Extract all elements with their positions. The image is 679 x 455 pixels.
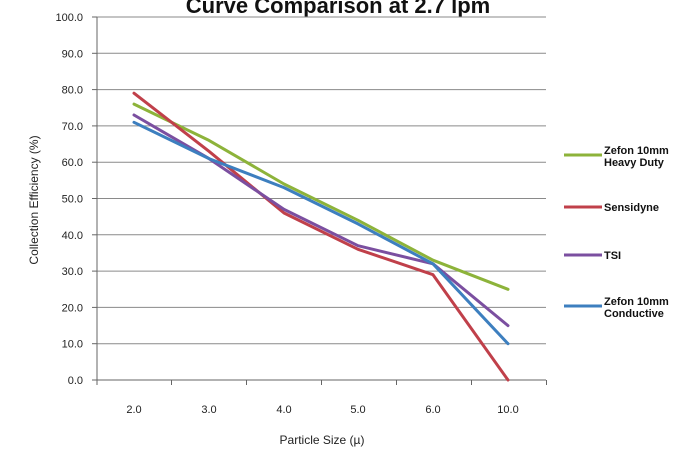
y-axis-label: Collection Efficiency (%) xyxy=(27,135,41,264)
x-tick-label: 5.0 xyxy=(350,404,365,416)
axes: 0.0 10.0 20.0 30.0 40.0 50.0 60.0 70.0 80.0 90.0 1… xyxy=(55,12,547,416)
y-tick-label: 90.0 xyxy=(62,48,83,60)
y-tick-label: 20.0 xyxy=(62,302,83,314)
y-tick-label: 80.0 xyxy=(62,85,83,97)
series-lines xyxy=(132,91,510,382)
x-axis-label: Particle Size (µ) xyxy=(280,433,365,447)
series-line-2 xyxy=(132,91,510,382)
y-tick-label: 100.0 xyxy=(55,12,83,24)
x-tick-label: 3.0 xyxy=(201,404,216,416)
legend-label: Zefon 10mm xyxy=(604,296,669,308)
x-tick-label: 4.0 xyxy=(276,404,291,416)
legend-label: Sensidyne xyxy=(604,202,659,214)
y-tick-label: 0.0 xyxy=(68,375,83,387)
x-tick-label: 6.0 xyxy=(425,404,440,416)
series-line-3 xyxy=(132,113,510,328)
y-tick-label: 70.0 xyxy=(62,121,83,133)
series-line-4 xyxy=(132,120,510,346)
y-tick-label: 40.0 xyxy=(62,230,83,242)
x-tick-label: 10.0 xyxy=(497,404,518,416)
y-tick-label: 10.0 xyxy=(62,339,83,351)
x-tick-label: 2.0 xyxy=(126,404,141,416)
legend-label: Heavy Duty xyxy=(604,157,665,169)
legend-label: Zefon 10mm xyxy=(604,145,669,157)
legend-label: Conductive xyxy=(604,308,664,320)
legend-label: TSI xyxy=(604,250,621,262)
y-tick-label: 60.0 xyxy=(62,157,83,169)
grid-lines xyxy=(97,16,546,345)
series-line-1 xyxy=(132,102,510,291)
chart-title: Curve Comparison at 2.7 lpm xyxy=(186,0,490,18)
y-tick-label: 50.0 xyxy=(62,194,83,206)
y-tick-label: 30.0 xyxy=(62,266,83,278)
